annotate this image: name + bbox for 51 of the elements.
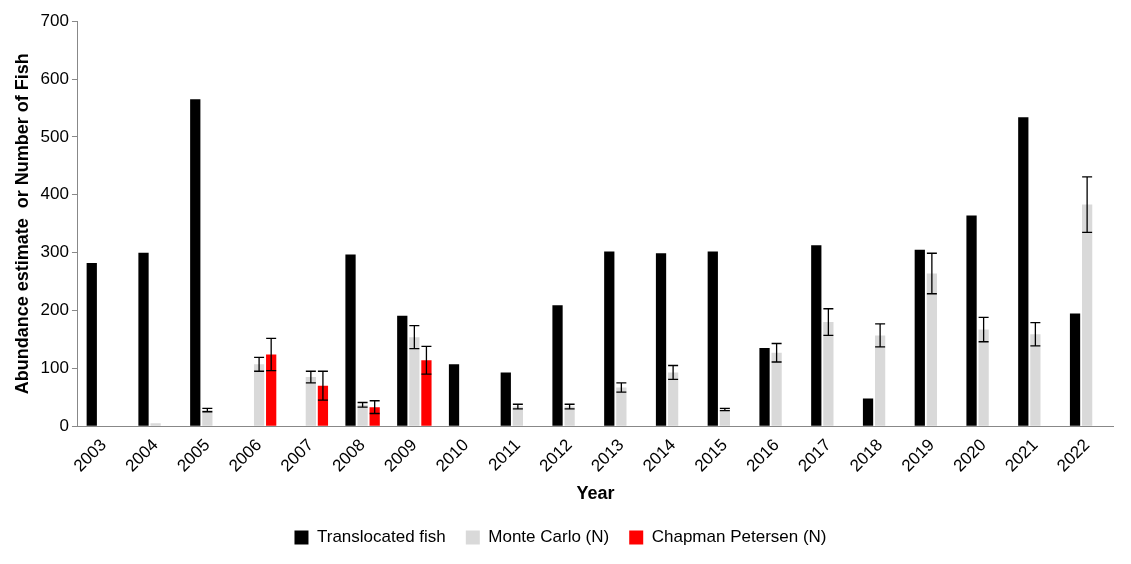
bar: [1069, 313, 1081, 426]
bar: [719, 409, 730, 426]
y-tick-label: 300: [40, 242, 69, 262]
legend-label: Monte Carlo (N): [488, 527, 610, 547]
bar: [190, 99, 201, 426]
bar: [616, 387, 627, 426]
bar: [421, 360, 432, 426]
y-tick-label: 200: [40, 300, 69, 320]
bar: [409, 337, 420, 426]
bar: [1018, 117, 1029, 426]
y-tick-label: 100: [40, 358, 69, 378]
bar: [448, 364, 460, 426]
bar: [811, 245, 822, 426]
bar: [397, 315, 408, 426]
bar: [202, 410, 213, 426]
y-tick-label: 600: [40, 68, 69, 88]
bar: [150, 423, 161, 426]
bar: [369, 407, 380, 426]
y-tick-label: 400: [40, 184, 69, 204]
bar: [926, 273, 937, 426]
y-tick-label: 500: [40, 126, 69, 146]
bar: [305, 377, 316, 426]
bar: [86, 263, 97, 426]
bar: [552, 305, 563, 426]
bar: [345, 254, 356, 426]
bar: [707, 251, 718, 426]
bar: [253, 364, 265, 426]
bar: [604, 251, 615, 426]
bar: [978, 329, 989, 426]
bar: [966, 215, 977, 426]
bar: [500, 372, 511, 426]
bar: [759, 348, 770, 426]
bar: [862, 398, 874, 426]
x-axis-title: Year: [576, 483, 615, 504]
bar: [914, 249, 925, 426]
bar: [823, 322, 834, 426]
bar: [266, 354, 277, 426]
y-tick-label: 700: [40, 10, 69, 30]
bar: [1030, 334, 1041, 426]
bar: [357, 404, 368, 426]
legend-label: Chapman Petersen (N): [651, 527, 827, 547]
y-axis-title: Abundance estimate or Number of Fish: [11, 53, 32, 395]
bar: [655, 253, 667, 426]
legend-label: Translocated fish: [316, 527, 446, 547]
bar: [564, 406, 575, 426]
bar: [667, 372, 679, 426]
bar: [771, 352, 782, 426]
bar: [1081, 204, 1093, 426]
y-tick-label: 0: [59, 415, 69, 435]
bar: [874, 335, 886, 426]
bar: [138, 252, 149, 426]
